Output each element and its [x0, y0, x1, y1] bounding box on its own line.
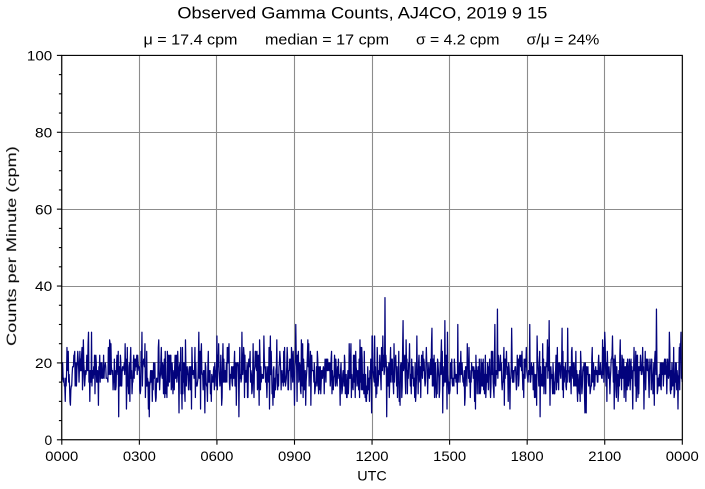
- svg-text:0600: 0600: [200, 449, 233, 464]
- svg-text:100: 100: [27, 49, 53, 64]
- svg-text:2100: 2100: [588, 449, 621, 464]
- svg-text:40: 40: [35, 279, 53, 294]
- svg-text:σ = 4.2 cpm: σ = 4.2 cpm: [416, 32, 500, 48]
- svg-text:20: 20: [35, 356, 53, 371]
- svg-text:μ = 17.4 cpm: μ = 17.4 cpm: [144, 32, 238, 48]
- svg-text:Observed Gamma Counts, AJ4CO,: Observed Gamma Counts, AJ4CO, 2019 9 15: [177, 3, 547, 22]
- svg-text:Counts per Minute (cpm): Counts per Minute (cpm): [4, 146, 19, 346]
- svg-text:0300: 0300: [123, 449, 156, 464]
- svg-text:σ/μ = 24%: σ/μ = 24%: [527, 32, 600, 48]
- svg-text:0: 0: [45, 433, 53, 448]
- svg-text:0000: 0000: [666, 449, 699, 464]
- svg-text:80: 80: [35, 125, 53, 140]
- svg-text:0000: 0000: [45, 449, 78, 464]
- svg-text:UTC: UTC: [357, 469, 387, 484]
- svg-text:1200: 1200: [356, 449, 389, 464]
- svg-text:60: 60: [35, 202, 53, 217]
- svg-text:0900: 0900: [278, 449, 311, 464]
- svg-text:1500: 1500: [433, 449, 466, 464]
- svg-text:1800: 1800: [511, 449, 544, 464]
- svg-text:median = 17 cpm: median = 17 cpm: [265, 32, 389, 48]
